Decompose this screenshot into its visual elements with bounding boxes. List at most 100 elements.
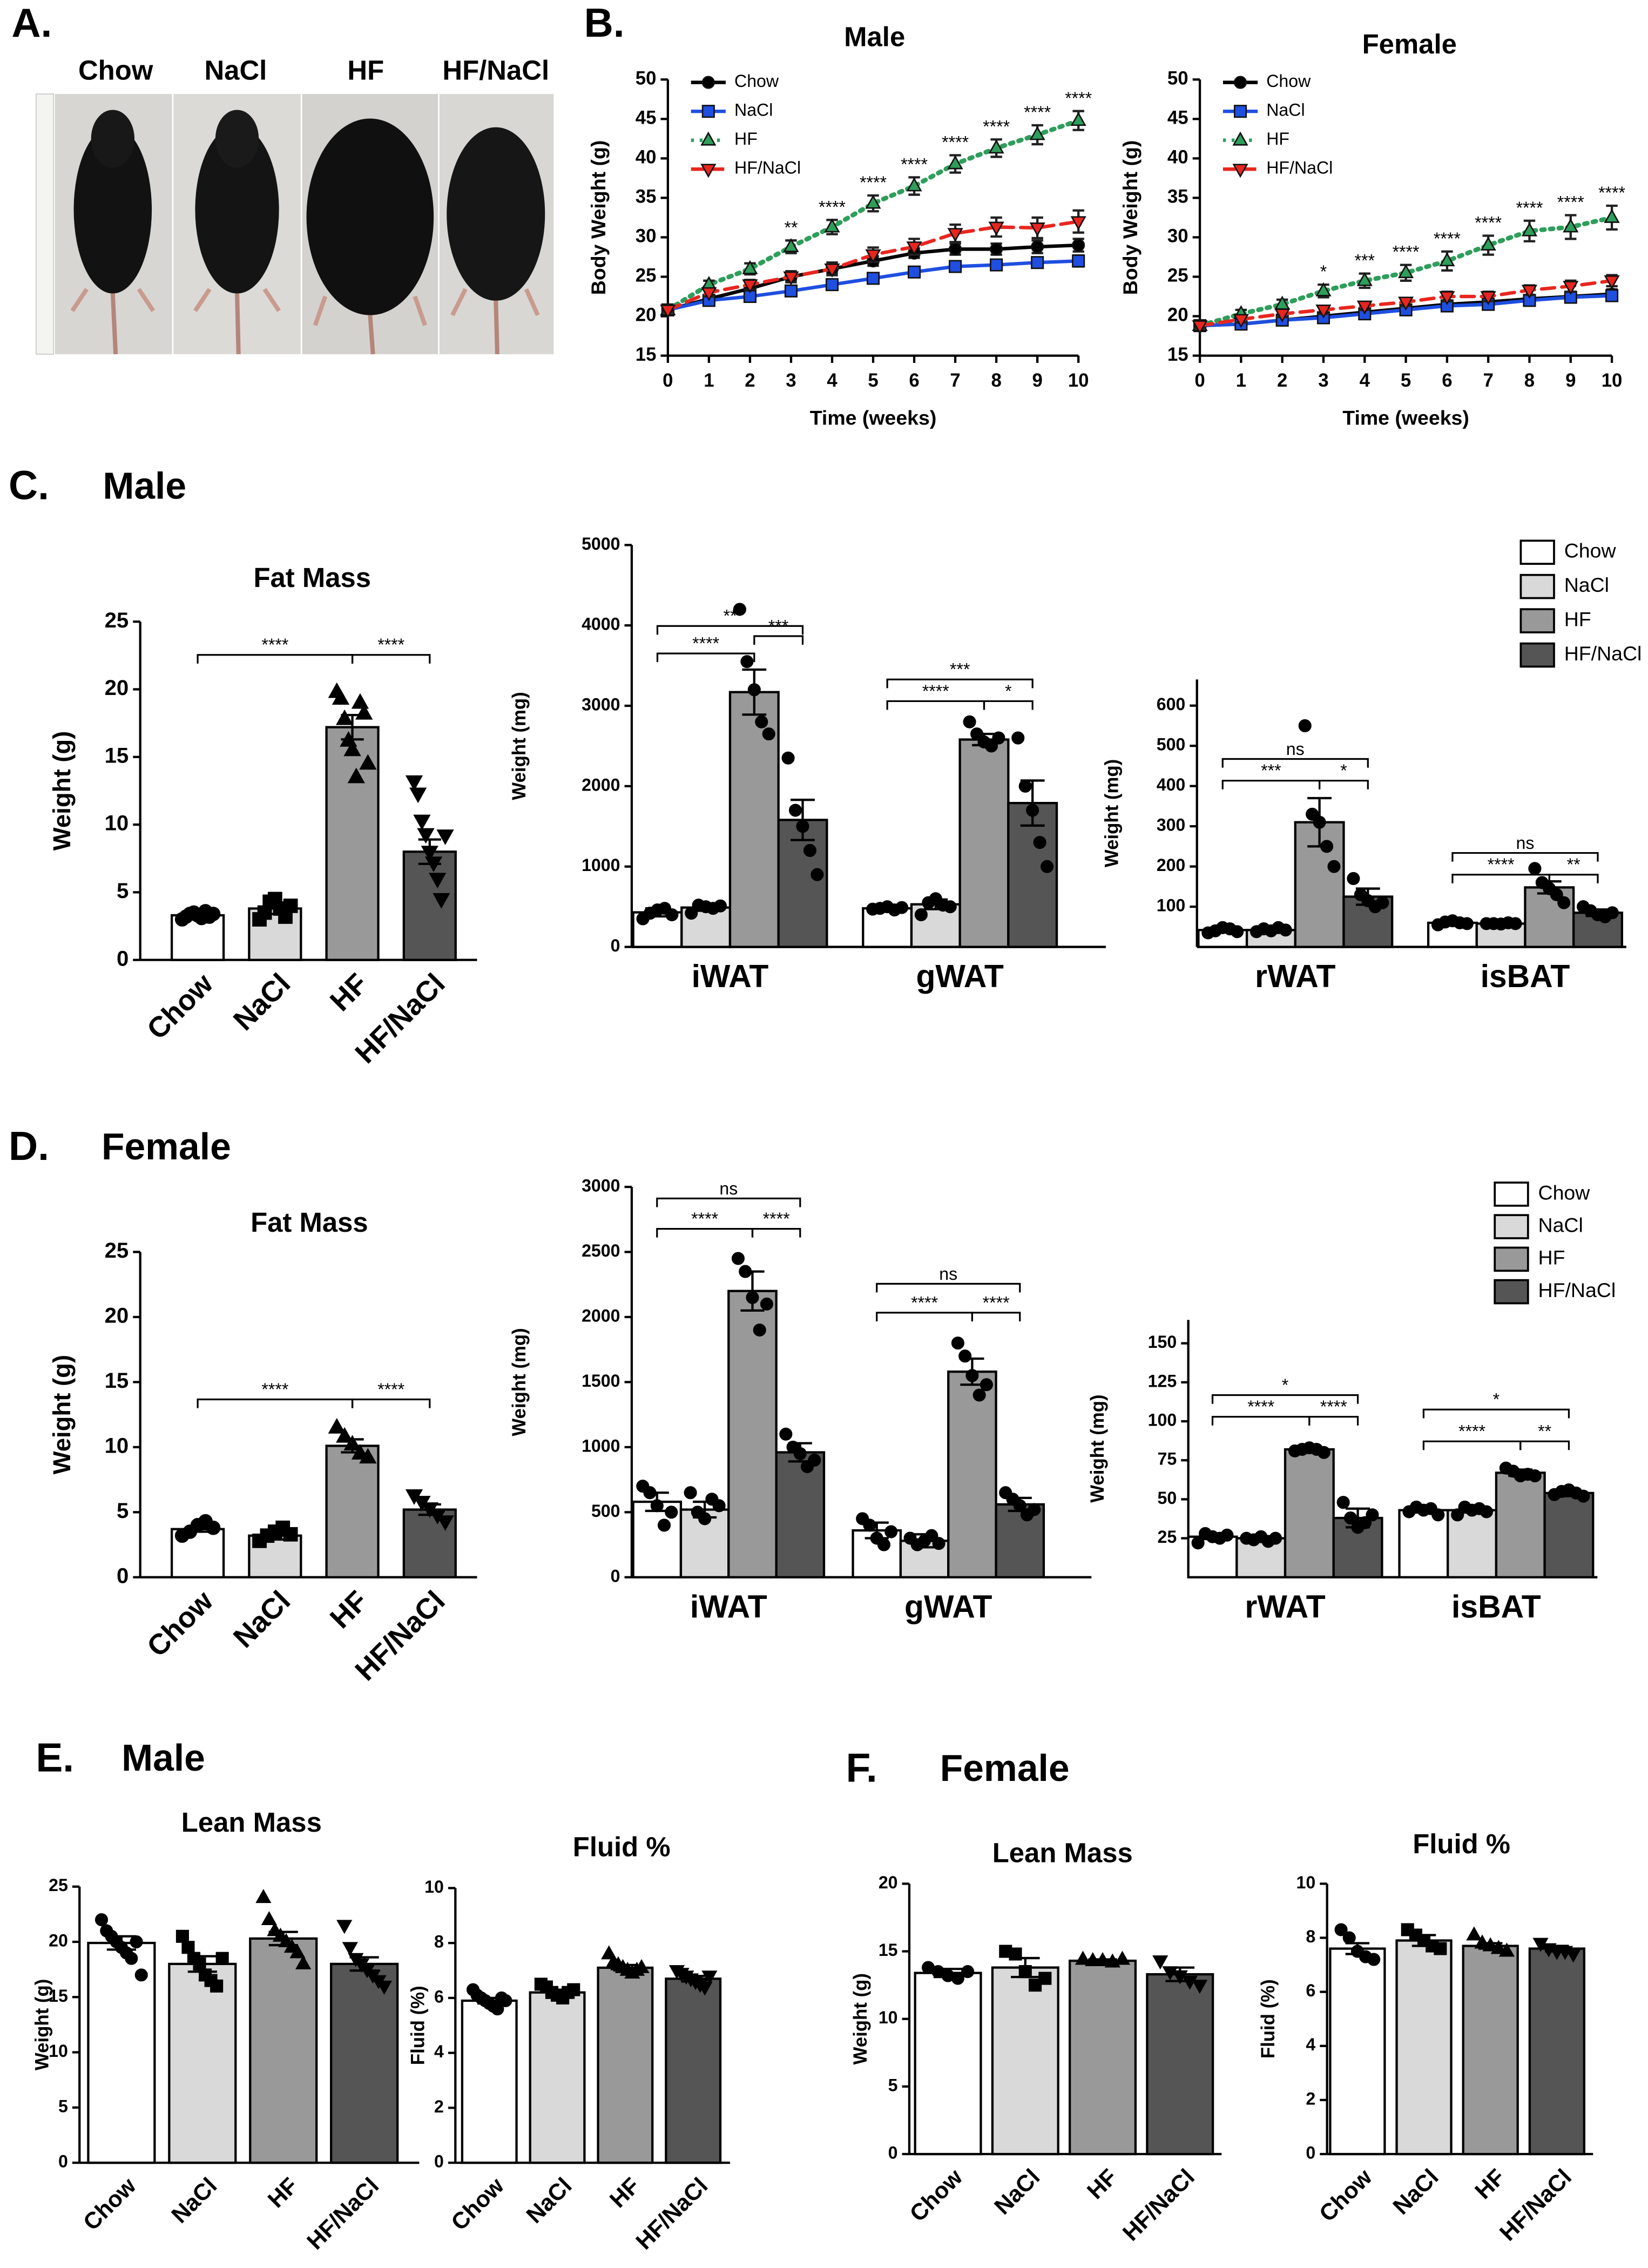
line-marker (866, 272, 880, 285)
line-marker (1029, 126, 1045, 140)
line-marker (1315, 282, 1332, 296)
legend-swatch (1494, 1182, 1529, 1207)
data-point (1367, 1953, 1381, 1966)
significance-label: ** (784, 218, 798, 237)
y-tick-label: 10 (879, 2008, 898, 2027)
y-tick-label: 0 (117, 946, 129, 970)
line-marker (1480, 291, 1496, 306)
bar (249, 1937, 318, 2164)
data-point (328, 1418, 346, 1434)
category-label: isBAT (1481, 959, 1570, 994)
mouse (306, 118, 434, 315)
significance-bracket (1221, 758, 1369, 768)
significance-label: **** (1557, 193, 1584, 212)
data-point (701, 1970, 718, 1985)
data-point (1577, 1489, 1590, 1503)
line-marker (908, 265, 921, 279)
data-point (1313, 815, 1326, 829)
bar (529, 1991, 586, 2164)
y-tick-label: 25 (49, 1875, 68, 1895)
bar (1398, 1509, 1449, 1578)
x-tick-label: 0 (663, 370, 673, 391)
bar (1284, 1448, 1335, 1578)
y-tick-label: 100 (1157, 896, 1186, 915)
data-point (811, 868, 824, 881)
data-point (1434, 1942, 1447, 1955)
significance-label: **** (692, 634, 719, 653)
bar (1528, 1947, 1585, 2156)
significance-label: **** (1488, 855, 1515, 874)
y-axis-label: Weight (mg) (1087, 1394, 1108, 1502)
bar (775, 1451, 826, 1578)
legend-label: Chow (1266, 71, 1311, 91)
line-marker (949, 260, 962, 273)
data-point (436, 1515, 454, 1531)
y-tick-label: 45 (1167, 107, 1188, 128)
significance-bracket (1548, 874, 1599, 883)
y-tick-label: 25 (105, 1238, 129, 1263)
data-point (925, 1529, 938, 1542)
data-point (970, 727, 984, 741)
data-point (125, 1952, 138, 1965)
data-point (992, 731, 1005, 745)
x-tick-label: 4 (1360, 370, 1370, 391)
legend-marker (1233, 76, 1247, 89)
data-point (972, 1388, 986, 1402)
legend-label: HF (1266, 129, 1289, 148)
x-tick-label: 3 (786, 370, 796, 391)
panel-title: Female (102, 1125, 231, 1167)
legend-label: Chow (734, 71, 779, 91)
significance-label: **** (983, 117, 1010, 136)
data-point (359, 1448, 377, 1464)
data-point (684, 1486, 697, 1500)
line-marker (742, 279, 758, 294)
significance-bracket (971, 1312, 1021, 1321)
photo-label: HF (347, 55, 384, 85)
data-point (808, 1453, 821, 1467)
mouse (447, 127, 545, 301)
x-tick-label: 3 (1318, 370, 1328, 391)
legend-marker (1232, 131, 1248, 146)
y-tick-label: 45 (636, 107, 657, 128)
data-point (1192, 1980, 1208, 1994)
y-axis-label: Fluid (%) (1258, 1979, 1279, 2058)
data-point (336, 1920, 353, 1934)
data-point (958, 1349, 972, 1363)
data-point (698, 1512, 712, 1526)
data-point (1011, 731, 1025, 745)
category-label: gWAT (904, 1589, 992, 1624)
legend-label: HF/NaCl (734, 158, 801, 178)
bar (914, 1972, 982, 2156)
category-label: isBAT (1451, 1589, 1541, 1624)
y-tick-label: 0 (1306, 2143, 1315, 2163)
y-tick-label: 15 (1167, 344, 1188, 365)
y-axis-label: Weight (g) (850, 1973, 871, 2064)
ruler (36, 93, 54, 355)
data-point (685, 907, 698, 920)
data-point (1528, 862, 1542, 875)
x-tick-label: 5 (868, 370, 878, 391)
data-point (1038, 1972, 1052, 1985)
significance-label: ** (1538, 1422, 1551, 1441)
data-point (1482, 1937, 1498, 1952)
y-tick-label: 35 (636, 186, 657, 207)
data-point (359, 754, 377, 770)
line-marker (949, 242, 962, 256)
data-point (1509, 917, 1522, 930)
line-marker (1605, 289, 1619, 302)
y-tick-label: 10 (105, 1433, 129, 1457)
data-point (1528, 1469, 1542, 1483)
x-tick-label: 7 (950, 370, 960, 391)
data-point (1474, 1934, 1490, 1949)
panel-title: Female (940, 1747, 1070, 1789)
panel-label: B. (584, 0, 625, 45)
y-tick-label: 6 (434, 1987, 444, 2006)
y-tick-label: 4000 (582, 615, 620, 634)
data-point (657, 1518, 671, 1532)
bar (1235, 1537, 1287, 1578)
y-tick-label: 20 (105, 1304, 129, 1328)
y-tick-label: 2000 (582, 1306, 620, 1325)
x-tick-label: 2 (745, 370, 755, 391)
data-point (1460, 917, 1474, 930)
